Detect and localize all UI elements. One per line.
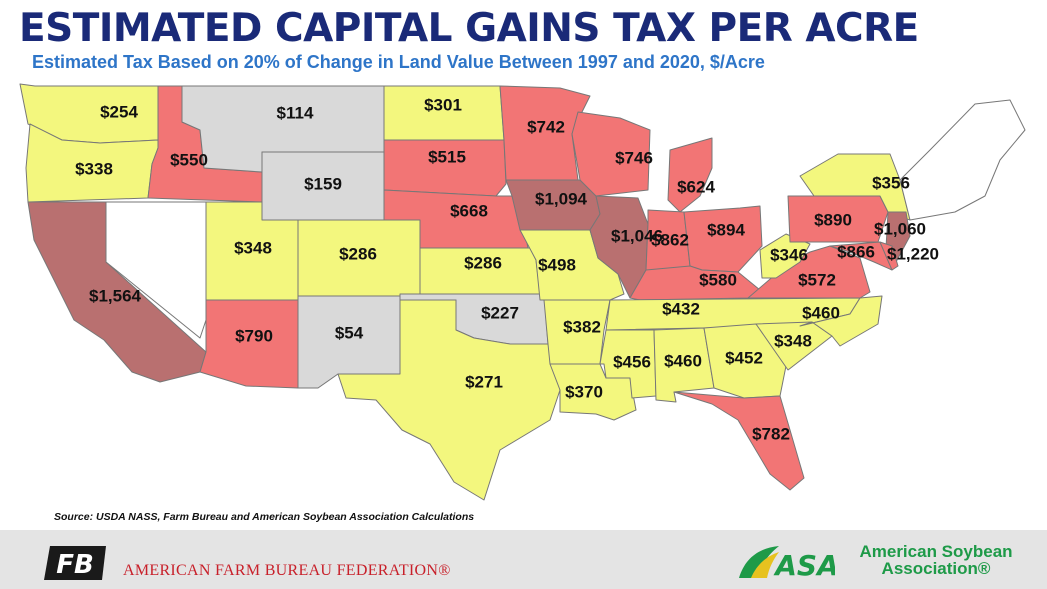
footer-bar <box>0 530 1047 589</box>
state-value-mn: $742 <box>527 117 565 136</box>
asa-name-line1: American Soybean <box>859 542 1013 561</box>
state-value-or: $338 <box>75 159 113 178</box>
state-value-ky: $580 <box>699 270 737 289</box>
state-value-md: $866 <box>837 242 875 261</box>
state-value-mo: $498 <box>538 255 576 274</box>
state-value-ny: $356 <box>872 173 910 192</box>
state-value-nm: $54 <box>335 323 364 342</box>
state-sd <box>383 139 507 197</box>
state-value-tx: $271 <box>465 372 503 391</box>
state-value-sc: $348 <box>774 331 812 350</box>
state-value-pa: $890 <box>814 210 852 229</box>
state-value-co: $286 <box>339 244 377 263</box>
asa-name-line2: Association® <box>881 559 991 578</box>
state-value-la: $370 <box>565 382 603 401</box>
state-value-al: $460 <box>664 351 702 370</box>
state-value-ar: $382 <box>563 317 601 336</box>
state-value-wi: $746 <box>615 148 653 167</box>
asa-logo-text: ASA <box>773 549 835 580</box>
state-value-il: $1,046 <box>611 226 663 245</box>
source-note: Source: USDA NASS, Farm Bureau and Ameri… <box>54 511 475 523</box>
state-value-ms: $456 <box>613 352 651 371</box>
state-value-fl: $782 <box>752 424 790 443</box>
afbf-logo: FB <box>44 546 106 580</box>
state-value-az: $790 <box>235 326 273 345</box>
state-mi <box>667 137 713 213</box>
map-subtitle: Estimated Tax Based on 20% of Change in … <box>32 52 765 72</box>
state-shapes <box>19 83 1026 501</box>
state-value-de: $1,220 <box>887 244 939 263</box>
state-value-ca: $1,564 <box>89 286 142 305</box>
state-md <box>829 241 893 271</box>
state-value-tn: $432 <box>662 299 700 318</box>
state-value-wy: $159 <box>304 174 342 193</box>
asa-logo: ASA <box>739 546 835 580</box>
afbf-logo-text: FB <box>56 550 94 580</box>
state-value-ut: $348 <box>234 238 272 257</box>
state-value-labels: $254 $338 $1,564 $550 $114 $159 $348 $790 $286 $5… <box>75 95 939 443</box>
state-value-ks: $286 <box>464 253 502 272</box>
state-nc <box>799 295 883 347</box>
state-value-ia: $1,094 <box>535 189 588 208</box>
state-ky <box>629 265 761 301</box>
state-value-oh: $894 <box>707 220 745 239</box>
state-value-mi: $624 <box>677 177 715 196</box>
asa-leaf-icon <box>739 546 779 578</box>
state-ne_states <box>899 99 1026 221</box>
state-value-ga: $452 <box>725 348 763 367</box>
afbf-name: AMERICAN FARM BUREAU FEDERATION® <box>123 562 451 579</box>
us-state-map: $254 $338 $1,564 $550 $114 $159 $348 $790 $286 $5… <box>19 83 1026 501</box>
state-de <box>879 241 899 271</box>
state-fl <box>673 391 805 491</box>
state-value-ok: $227 <box>481 303 519 322</box>
state-tx <box>337 299 561 501</box>
state-value-ne: $668 <box>450 201 488 220</box>
state-value-nj: $1,060 <box>874 219 926 238</box>
state-value-nd: $301 <box>424 95 462 114</box>
state-il <box>589 195 649 299</box>
state-value-in: $862 <box>651 230 689 249</box>
state-value-wv: $346 <box>770 245 808 264</box>
state-wv <box>759 233 811 279</box>
state-wi <box>571 111 651 197</box>
state-value-va: $572 <box>798 270 836 289</box>
state-nv <box>105 201 207 339</box>
state-value-sd: $515 <box>428 147 466 166</box>
state-value-id: $550 <box>170 150 208 169</box>
state-value-mt: $114 <box>277 103 314 122</box>
state-value-wa: $254 <box>100 102 138 121</box>
asa-name: American Soybean Association® <box>846 543 1026 577</box>
map-title: ESTIMATED CAPITAL GAINS TAX PER ACRE <box>19 6 919 51</box>
state-value-nc: $460 <box>802 303 840 322</box>
